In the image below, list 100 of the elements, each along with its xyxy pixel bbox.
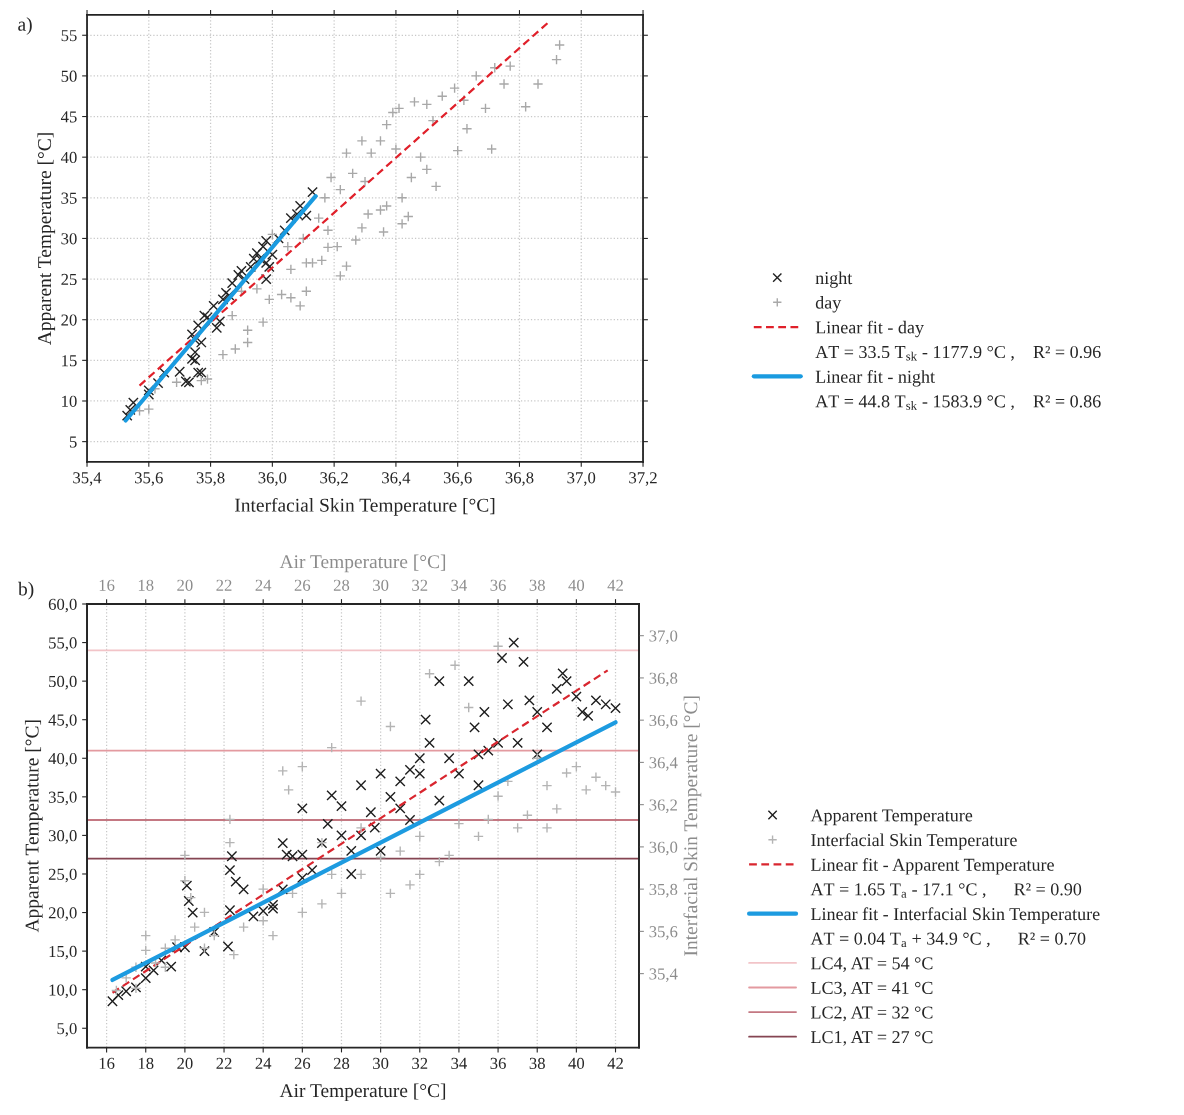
- point: [121, 410, 133, 421]
- legend-label: night: [815, 271, 853, 288]
- point: [236, 265, 247, 277]
- point: [128, 397, 139, 408]
- x2-tick-label: 18: [138, 579, 154, 591]
- point: [263, 261, 275, 273]
- point: [260, 235, 272, 247]
- y-tick-label: 40,0: [48, 752, 77, 767]
- y-tick-label: 30,0: [48, 830, 77, 844]
- y-tick-label: 5: [69, 436, 77, 448]
- chart-title: a): [18, 17, 32, 35]
- text: AT = 1.65 T$_{a}$ - 17.1 °C , R² = 0.90: [810, 883, 1082, 898]
- x-axis-title: Interfacial Skin Temperature [°C]: [235, 497, 495, 516]
- point: [192, 320, 204, 331]
- legend-label: Interfacial Skin Temperature: [811, 833, 1017, 850]
- x2-tick-label: 36: [490, 579, 506, 591]
- y-tick-label: 15: [62, 355, 77, 367]
- x-tick-label: 22: [216, 1057, 232, 1069]
- y-tick-label: 20,0: [48, 907, 77, 921]
- point: [233, 269, 244, 281]
- y-tick-label: 40: [60, 151, 77, 164]
- x2-tick-label: 28: [333, 579, 350, 591]
- y2-tick-label: 35,6: [649, 926, 678, 940]
- x-tick-label: 24: [255, 1057, 272, 1069]
- y2-axis-title: Interfacial Skin Temperature [°C]: [683, 696, 702, 956]
- x2-tick-label: 40: [568, 579, 585, 591]
- point: [214, 315, 226, 327]
- x-tick-label: 36,6: [443, 472, 472, 486]
- point: [211, 322, 223, 334]
- y-tick-label: 15,0: [49, 945, 77, 960]
- x2-tick-label: 26: [294, 579, 311, 591]
- x-tick-label: 36,0: [258, 472, 287, 486]
- point: [251, 247, 263, 259]
- point: [124, 404, 136, 416]
- x-tick-label: 34: [451, 1057, 467, 1069]
- point: [260, 273, 272, 285]
- legend-label: LC1, AT = 27 °C: [811, 1031, 933, 1046]
- x2-tick-label: 16: [99, 579, 115, 591]
- legend-label: Linear fit - day: [815, 320, 924, 338]
- point: [307, 186, 318, 198]
- x-tick-label: 30: [373, 1057, 389, 1069]
- x-tick-label: 32: [412, 1057, 428, 1069]
- legend-label: Linear fit - night: [815, 369, 935, 387]
- y-tick-label: 20: [61, 314, 77, 326]
- y-tick-label: 30: [61, 233, 77, 245]
- x2-tick-label: 22: [216, 579, 232, 591]
- y-axis-title: Apparent Temperature [°C]: [24, 720, 43, 933]
- y2-tick-label: 35,4: [649, 968, 678, 982]
- y2-tick-label: 36,2: [649, 799, 677, 813]
- y2-tick-label: 35,8: [649, 883, 678, 898]
- x-tick-label: 40: [568, 1057, 585, 1069]
- x-tick-label: 36: [490, 1057, 506, 1069]
- x2-tick-label: 20: [177, 579, 193, 591]
- y-tick-label: 35: [61, 192, 77, 204]
- x2-tick-label: 24: [255, 579, 272, 591]
- x-tick-label: 38: [529, 1057, 545, 1069]
- legend-label: day: [815, 296, 842, 313]
- x-tick-label: 16: [99, 1057, 115, 1069]
- y-tick-label: 45,0: [48, 714, 77, 729]
- x-tick-label: 35,6: [135, 472, 163, 486]
- point: [285, 212, 297, 224]
- y2-tick-label: 37,0: [649, 630, 678, 645]
- x-tick-label: 35,8: [196, 472, 225, 486]
- y-tick-label: 35,0: [48, 791, 77, 806]
- y-tick-label: 10: [62, 395, 77, 407]
- text: AT = 44.8 T$_{sk}$ - 1583.9 °C , R² = 0.86: [815, 395, 1101, 411]
- x-tick-label: 18: [138, 1057, 154, 1069]
- y-tick-label: 50,0: [49, 675, 77, 690]
- legend-label: Apparent Temperature: [810, 809, 973, 826]
- y-tick-label: 55,0: [49, 637, 77, 651]
- x-tick-label: 36,4: [382, 472, 411, 486]
- point: [294, 200, 306, 212]
- text: AT = 33.5 T$_{sk}$ - 1177.9 °C , R² = 0.96: [815, 345, 1101, 361]
- y-tick-label: 55: [61, 30, 77, 42]
- y2-tick-label: 36,4: [649, 757, 678, 771]
- chart-title: b): [18, 581, 34, 600]
- y2-tick-label: 36,6: [649, 714, 678, 729]
- point: [257, 241, 269, 252]
- x-tick-label: 35,4: [73, 472, 102, 486]
- legend-label: LC3, AT = 41 °C: [811, 981, 933, 997]
- y-tick-label: 5,0: [57, 1022, 77, 1037]
- x2-tick-label: 34: [451, 579, 467, 591]
- x-tick-label: 28: [333, 1057, 350, 1069]
- x-tick-label: 42: [607, 1057, 623, 1069]
- point: [226, 277, 238, 289]
- point: [217, 294, 229, 305]
- point: [189, 346, 201, 358]
- point: [195, 337, 207, 348]
- y2-tick-label: 36,0: [649, 841, 678, 856]
- point: [260, 257, 272, 269]
- legend-label: Linear fit - Apparent Temperature: [811, 857, 1054, 875]
- x2-tick-label: 30: [373, 579, 389, 591]
- legend-label: Linear fit - Interfacial Skin Temperature: [811, 907, 1100, 924]
- x-tick-label: 36,8: [505, 472, 534, 486]
- x-tick-label: 36,2: [320, 472, 348, 486]
- y2-tick-label: 36,8: [649, 672, 678, 687]
- y-tick-label: 50: [61, 70, 77, 82]
- x-tick-label: 37,0: [567, 472, 596, 486]
- y-tick-label: 25: [61, 273, 77, 286]
- point: [186, 328, 198, 340]
